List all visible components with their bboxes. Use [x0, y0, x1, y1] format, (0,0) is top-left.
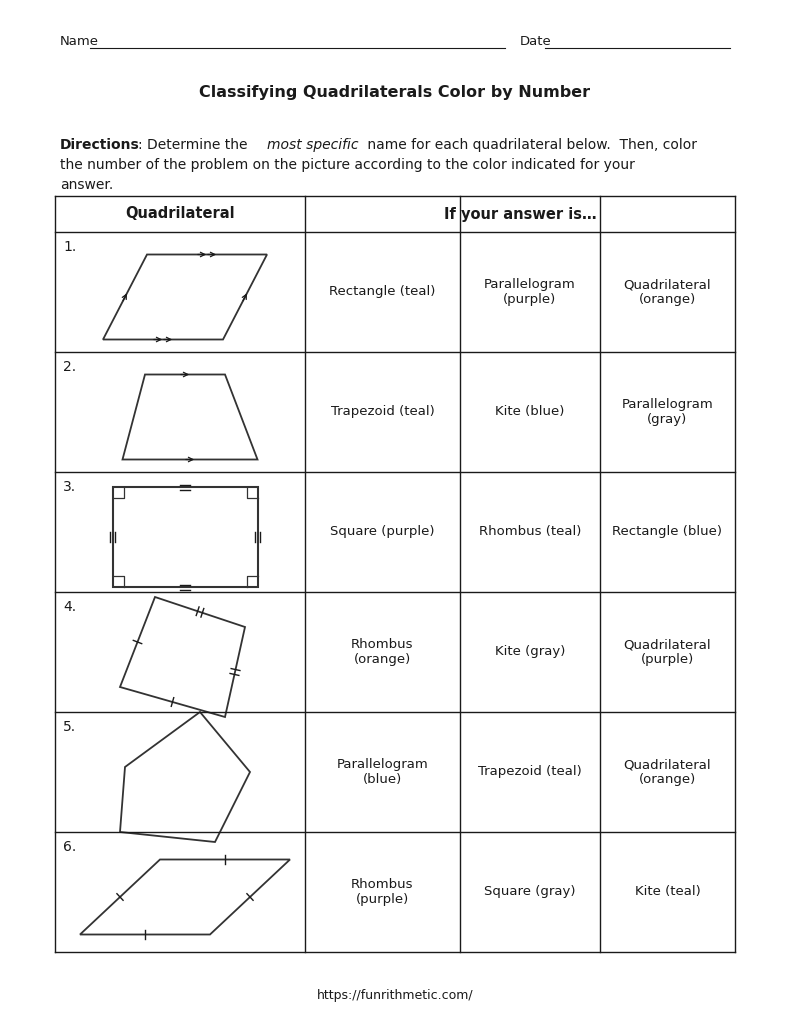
Text: Trapezoid (teal): Trapezoid (teal) — [331, 406, 434, 419]
Text: the number of the problem on the picture according to the color indicated for yo: the number of the problem on the picture… — [60, 158, 635, 172]
Text: 2.: 2. — [63, 360, 76, 374]
Text: Kite (blue): Kite (blue) — [495, 406, 565, 419]
Text: Parallelogram
(gray): Parallelogram (gray) — [622, 398, 713, 426]
Text: Kite (gray): Kite (gray) — [495, 645, 566, 658]
Text: Kite (teal): Kite (teal) — [634, 886, 700, 898]
Text: Trapezoid (teal): Trapezoid (teal) — [478, 766, 582, 778]
Text: Name: Name — [60, 35, 99, 48]
Text: Rhombus (teal): Rhombus (teal) — [479, 525, 581, 539]
Text: Date: Date — [520, 35, 552, 48]
Text: 1.: 1. — [63, 240, 76, 254]
Text: Rhombus
(orange): Rhombus (orange) — [351, 638, 414, 666]
Text: Classifying Quadrilaterals Color by Number: Classifying Quadrilaterals Color by Numb… — [199, 85, 591, 100]
Text: 6.: 6. — [63, 840, 76, 854]
Text: : Determine the: : Determine the — [138, 138, 252, 152]
Text: Quadrilateral
(orange): Quadrilateral (orange) — [623, 758, 711, 786]
Text: Rhombus
(purple): Rhombus (purple) — [351, 878, 414, 906]
Text: Quadrilateral
(orange): Quadrilateral (orange) — [623, 278, 711, 306]
Text: most specific: most specific — [267, 138, 358, 152]
Text: 5.: 5. — [63, 720, 76, 734]
Text: Rectangle (teal): Rectangle (teal) — [329, 286, 436, 299]
Text: Square (purple): Square (purple) — [331, 525, 435, 539]
Text: If your answer is…: If your answer is… — [444, 207, 596, 221]
Text: 3.: 3. — [63, 480, 76, 494]
Text: answer.: answer. — [60, 178, 113, 193]
Text: 4.: 4. — [63, 600, 76, 614]
Text: Rectangle (blue): Rectangle (blue) — [612, 525, 722, 539]
Text: Quadrilateral
(purple): Quadrilateral (purple) — [623, 638, 711, 666]
Text: name for each quadrilateral below.  Then, color: name for each quadrilateral below. Then,… — [363, 138, 697, 152]
Text: Parallelogram
(purple): Parallelogram (purple) — [484, 278, 576, 306]
Text: Parallelogram
(blue): Parallelogram (blue) — [337, 758, 429, 786]
Text: Square (gray): Square (gray) — [484, 886, 576, 898]
Text: https://funrithmetic.com/: https://funrithmetic.com/ — [316, 988, 473, 1001]
Text: Directions: Directions — [60, 138, 140, 152]
Text: Quadrilateral: Quadrilateral — [125, 207, 235, 221]
